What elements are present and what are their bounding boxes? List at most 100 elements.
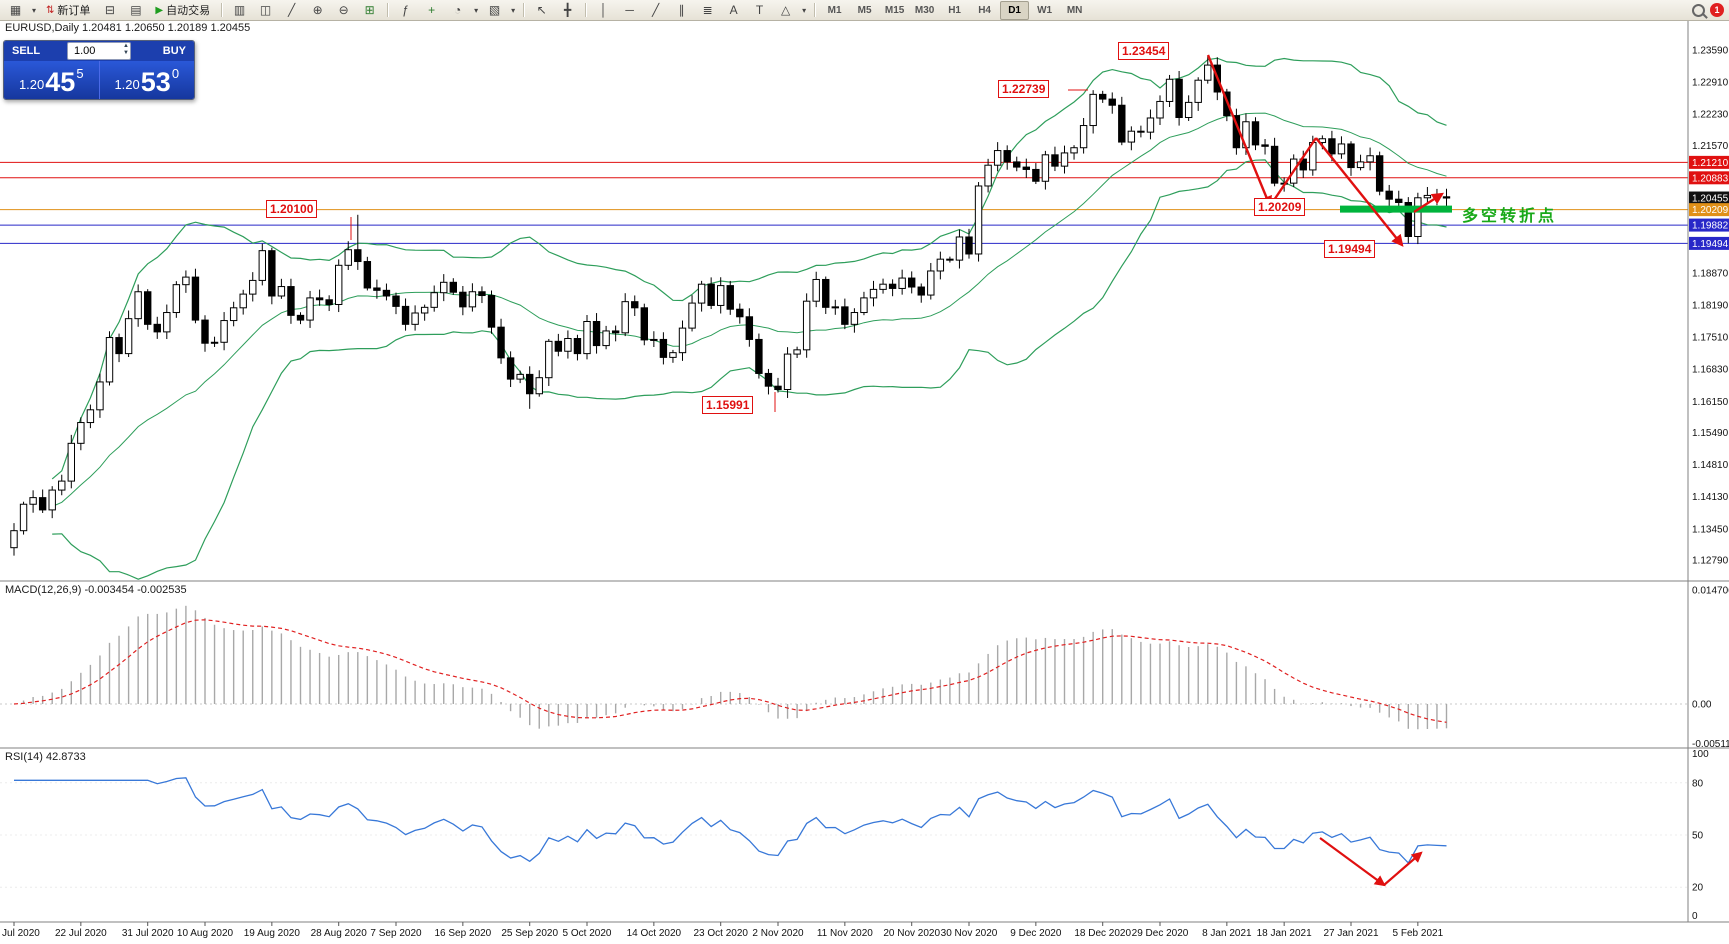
- timeframe-m5[interactable]: M5: [857, 4, 872, 16]
- main-chart-panel[interactable]: [0, 54, 1688, 580]
- notification-badge[interactable]: 1: [1710, 3, 1724, 17]
- new-order-button[interactable]: ⇅ 新订单: [40, 1, 96, 20]
- horizontal-line-icon[interactable]: ─: [625, 3, 634, 17]
- line-chart-mode-icon[interactable]: ╱: [287, 3, 296, 17]
- buy-button[interactable]: 1.20 53 0: [99, 61, 194, 99]
- label-tool-icon[interactable]: T: [755, 3, 764, 17]
- timeframe-w1[interactable]: W1: [1037, 4, 1053, 16]
- zoom-out-icon[interactable]: ⊖: [338, 3, 349, 17]
- support-zone-highlight[interactable]: [1340, 205, 1452, 213]
- price-annotation[interactable]: 1.20209: [1254, 198, 1306, 216]
- price-annotation[interactable]: 1.20100: [266, 200, 318, 218]
- buy-price-sup: 0: [171, 66, 180, 81]
- spinner-down-icon: ▼: [123, 50, 129, 56]
- price-annotation[interactable]: 1.19494: [1324, 240, 1376, 258]
- trendline-icon[interactable]: ╱: [651, 3, 660, 17]
- svg-text:1.12790: 1.12790: [1692, 555, 1729, 566]
- new-chart-icon[interactable]: ▦: [9, 3, 22, 17]
- cursor-icon[interactable]: ↖: [536, 3, 547, 17]
- toolbar: ▦ ▾ ⇅ 新订单 ⊟ ▤ ▶ 自动交易 ▥ ◫ ╱ ⊕ ⊖ ⊞ ƒ + ◔ ▾ ▧ ▾ ↖ ╋ │ ─ ╱ ∥ ≣ A T △ ▾ M1 M5…: [0, 0, 1729, 21]
- rsi-line: [14, 777, 1447, 864]
- chart-title: EURUSD,Daily 1.20481 1.20650 1.20189 1.2…: [5, 22, 251, 34]
- timeframe-h1[interactable]: H1: [948, 4, 961, 16]
- rsi-panel[interactable]: [0, 777, 1688, 888]
- shapes-dropdown-icon[interactable]: ▾: [802, 5, 807, 15]
- timeframe-m1[interactable]: M1: [827, 4, 842, 16]
- bar-chart-mode-icon[interactable]: ▥: [233, 3, 246, 17]
- date-label: 5 Oct 2020: [563, 928, 612, 939]
- shapes-icon[interactable]: △: [780, 3, 791, 17]
- svg-text:1.16830: 1.16830: [1692, 365, 1729, 376]
- date-label: 9 Dec 2020: [1010, 928, 1062, 939]
- macd-panel[interactable]: [0, 605, 1688, 730]
- rsi-trend-arrow[interactable]: [1319, 837, 1386, 887]
- svg-text:50: 50: [1692, 831, 1704, 842]
- timeframe-h4[interactable]: H4: [978, 4, 991, 16]
- templates-dropdown-icon[interactable]: ▾: [511, 5, 516, 15]
- autotrade-play-icon: ▶: [155, 4, 164, 16]
- new-order-button-label: 新订单: [57, 5, 91, 17]
- candlestick-mode-icon[interactable]: ◫: [259, 3, 272, 17]
- toolbar-separator: [814, 3, 816, 17]
- trend-arrow[interactable]: [1413, 192, 1445, 214]
- text-tool-icon[interactable]: A: [729, 3, 738, 17]
- fibonacci-icon[interactable]: ≣: [702, 3, 713, 17]
- timeframe-m30[interactable]: M30: [914, 4, 935, 16]
- sell-button[interactable]: 1.20 45 5: [4, 61, 100, 99]
- auto-trading-button[interactable]: ▶ 自动交易: [149, 1, 216, 20]
- sell-label[interactable]: SELL: [12, 45, 41, 57]
- crosshair-icon[interactable]: ╋: [563, 3, 572, 17]
- bull-bear-turning-point-note[interactable]: 多空转折点: [1462, 208, 1558, 225]
- periods-icon[interactable]: ◔: [453, 3, 462, 17]
- sell-price-prefix: 1.20: [18, 77, 45, 92]
- vertical-line-icon[interactable]: │: [599, 3, 608, 17]
- templates-icon[interactable]: ▧: [488, 3, 501, 17]
- zoom-in-icon[interactable]: ⊕: [312, 3, 323, 17]
- buy-price-prefix: 1.20: [114, 77, 140, 92]
- volume-input[interactable]: 1.00 ▲ ▼: [67, 42, 131, 60]
- rsi-trend-arrow[interactable]: [1383, 851, 1423, 886]
- trend-arrow[interactable]: [1315, 137, 1404, 247]
- svg-text:1.19494: 1.19494: [1692, 239, 1729, 250]
- new-chart-dropdown-icon[interactable]: ▾: [31, 5, 36, 15]
- svg-text:1.19882: 1.19882: [1692, 221, 1729, 232]
- price-annotation[interactable]: 1.23454: [1118, 42, 1170, 60]
- timeframe-mn[interactable]: MN: [1066, 4, 1083, 16]
- date-label: 11 Nov 2020: [817, 928, 873, 939]
- date-label: 18 Jan 2021: [1257, 928, 1312, 939]
- timeframe-m15[interactable]: M15: [884, 4, 905, 16]
- buy-price-big: 53: [140, 67, 171, 97]
- price-tag: [1689, 155, 1729, 169]
- sell-price-big: 45: [45, 67, 76, 97]
- volume-spinner[interactable]: ▲ ▼: [123, 43, 129, 57]
- date-label: 23 Oct 2020: [693, 928, 748, 939]
- trend-arrow[interactable]: [1269, 137, 1317, 207]
- date-label: 10 Aug 2020: [177, 928, 234, 939]
- date-label: 25 Sep 2020: [501, 928, 558, 939]
- indicators-icon[interactable]: ƒ: [402, 3, 409, 17]
- svg-text:80: 80: [1692, 778, 1704, 789]
- chart-profile-icon[interactable]: ⊟: [104, 3, 115, 17]
- svg-text:1.15490: 1.15490: [1692, 428, 1729, 439]
- tile-windows-icon[interactable]: ⊞: [364, 3, 375, 17]
- date-label: 16 Sep 2020: [434, 928, 491, 939]
- svg-text:100: 100: [1692, 749, 1709, 760]
- date-label: 18 Dec 2020: [1074, 928, 1131, 939]
- date-label: 28 Aug 2020: [311, 928, 368, 939]
- window-list-icon[interactable]: ▤: [130, 3, 142, 17]
- chart-canvas[interactable]: 1.23590 1.22910 1.22230 1.21570 1.18870 1.181…: [0, 20, 1729, 944]
- buy-label[interactable]: BUY: [162, 45, 186, 57]
- toolbar-separator: [585, 3, 587, 17]
- candles-layer: [10, 56, 1451, 556]
- date-label: 13 Jul 2020: [0, 928, 40, 939]
- timeframe-d1[interactable]: D1: [1000, 0, 1030, 20]
- svg-text:20: 20: [1692, 883, 1704, 894]
- price-annotation[interactable]: 1.15991: [702, 396, 754, 414]
- periods-dropdown-icon[interactable]: ▾: [474, 5, 479, 15]
- macd-label: MACD(12,26,9) -0.003454 -0.002535: [5, 584, 187, 596]
- search-icon[interactable]: [1692, 3, 1705, 17]
- channel-icon[interactable]: ∥: [678, 3, 685, 17]
- indicator-add-icon[interactable]: +: [428, 3, 436, 17]
- trend-arrow[interactable]: [1206, 54, 1272, 209]
- price-annotation[interactable]: 1.22739: [998, 80, 1050, 98]
